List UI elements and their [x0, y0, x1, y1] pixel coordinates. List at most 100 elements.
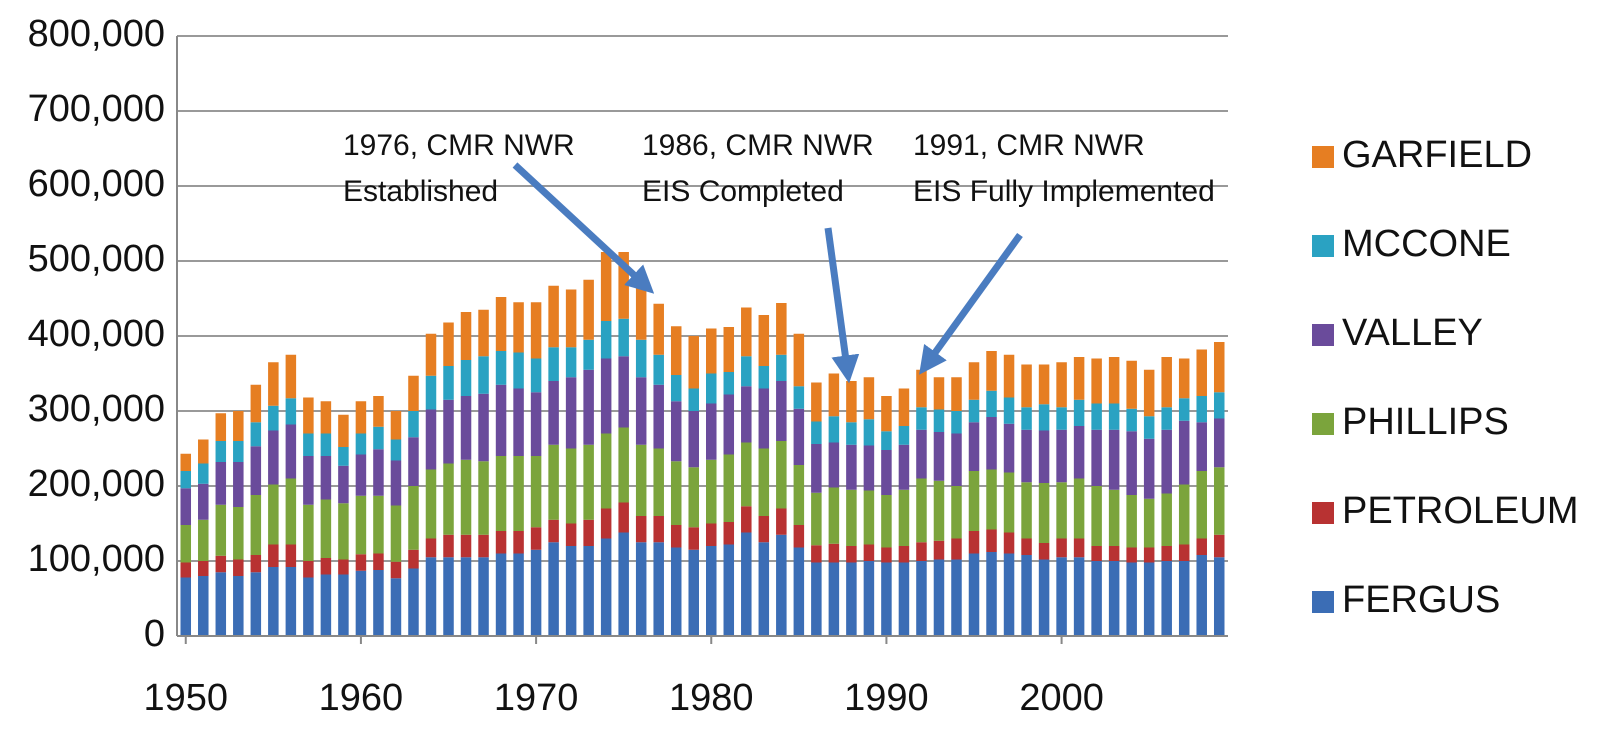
bar-segment — [653, 542, 664, 636]
bar-segment — [250, 422, 262, 447]
bar-segment — [1213, 342, 1225, 393]
bar-segment — [513, 352, 524, 389]
bar-segment — [741, 506, 752, 533]
x-tick-label: 1960 — [319, 677, 404, 719]
bar-segment — [390, 505, 402, 562]
bar-segment — [1143, 416, 1155, 439]
bar-segment — [898, 562, 910, 636]
bar-segment — [776, 508, 787, 535]
bar-segment — [1021, 538, 1032, 555]
bar-segment — [793, 386, 805, 409]
bar-segment — [355, 495, 367, 555]
bar-segment — [1003, 423, 1015, 473]
bar-segment — [565, 546, 577, 636]
bar-segment — [530, 527, 542, 550]
bar-segment — [268, 430, 279, 485]
bar-segment — [881, 396, 892, 432]
bar-segment — [1178, 398, 1190, 421]
bar-segment — [443, 322, 454, 366]
annotation-arrow — [512, 162, 655, 294]
bar-segment — [303, 577, 314, 636]
bar-segment — [1143, 562, 1155, 636]
bar-segment — [548, 347, 559, 381]
bar-segment — [215, 504, 227, 556]
bar-segment — [811, 545, 822, 563]
bar-segment — [916, 542, 927, 561]
bar-segment — [1091, 358, 1102, 404]
bar-segment — [1196, 422, 1207, 471]
bar-segment — [635, 516, 647, 543]
bar-segment — [303, 561, 314, 578]
bar-segment — [495, 531, 507, 554]
bar-segment — [741, 442, 752, 507]
bar-segment — [1143, 498, 1155, 548]
y-tick-label: 100,000 — [28, 538, 165, 580]
bar-segment — [723, 394, 735, 455]
bar-segment — [846, 562, 857, 636]
bar-segment — [758, 516, 770, 543]
bar-segment — [390, 561, 402, 579]
bar-segment — [828, 487, 840, 544]
bar-segment — [513, 302, 524, 353]
bar-segment — [1021, 555, 1032, 636]
bar-segment — [846, 444, 857, 490]
bar-segment — [968, 422, 980, 471]
bar-segment — [793, 333, 805, 387]
bar-segment — [513, 553, 524, 636]
bar-segment — [285, 398, 297, 425]
bar-segment — [828, 543, 840, 563]
bar-segment — [390, 411, 402, 440]
bar-segment — [741, 356, 752, 387]
bar-segment — [811, 562, 822, 636]
bar-segment — [250, 555, 262, 573]
bar-segment — [951, 538, 962, 560]
bar-segment — [986, 417, 997, 470]
bar-segment — [215, 462, 227, 505]
bar-segment — [408, 411, 419, 438]
bar-segment — [425, 557, 437, 636]
bar-segment — [408, 375, 419, 411]
bar-segment — [793, 465, 805, 525]
bar-segment — [706, 403, 717, 460]
bar-segment — [320, 401, 332, 434]
bar-segment — [933, 480, 945, 541]
bar-segment — [198, 576, 209, 636]
bar-segment — [670, 547, 682, 636]
bar-segment — [811, 444, 822, 493]
bar-segment — [1178, 358, 1190, 399]
bar-segment — [741, 532, 752, 636]
bar-segment — [618, 532, 629, 636]
bar-segment — [530, 392, 542, 456]
bar-segment — [583, 369, 594, 445]
bar-segment — [898, 489, 910, 546]
bar-segment — [530, 302, 542, 359]
bar-segment — [1021, 429, 1032, 483]
bar-segment — [1178, 484, 1190, 545]
bar-segment — [1003, 472, 1015, 533]
bar-segment — [776, 381, 787, 441]
bar-segment — [425, 375, 437, 410]
bar-segment — [600, 358, 612, 434]
bar-segment — [688, 336, 699, 389]
bar-segment — [706, 373, 717, 404]
bar-segment — [583, 339, 594, 370]
bar-segment — [478, 557, 489, 636]
bar-segment — [881, 562, 892, 636]
bar-segment — [1038, 543, 1050, 560]
bar-segment — [425, 469, 437, 539]
bar-segment — [1196, 555, 1207, 636]
bar-segment — [180, 453, 192, 471]
bar-segment — [548, 381, 559, 445]
bar-segment — [706, 459, 717, 524]
bar-segment — [758, 388, 770, 449]
bar-segment — [1108, 546, 1120, 561]
bar-segment — [548, 444, 559, 520]
bar-segment — [1056, 482, 1067, 539]
annotation-text: 1986, CMR NWR — [642, 129, 874, 162]
bar-segment — [723, 454, 735, 522]
bar-segment — [1213, 557, 1225, 636]
bar-segment — [898, 426, 910, 445]
bar-segment — [1213, 392, 1225, 419]
bar-segment — [495, 456, 507, 531]
